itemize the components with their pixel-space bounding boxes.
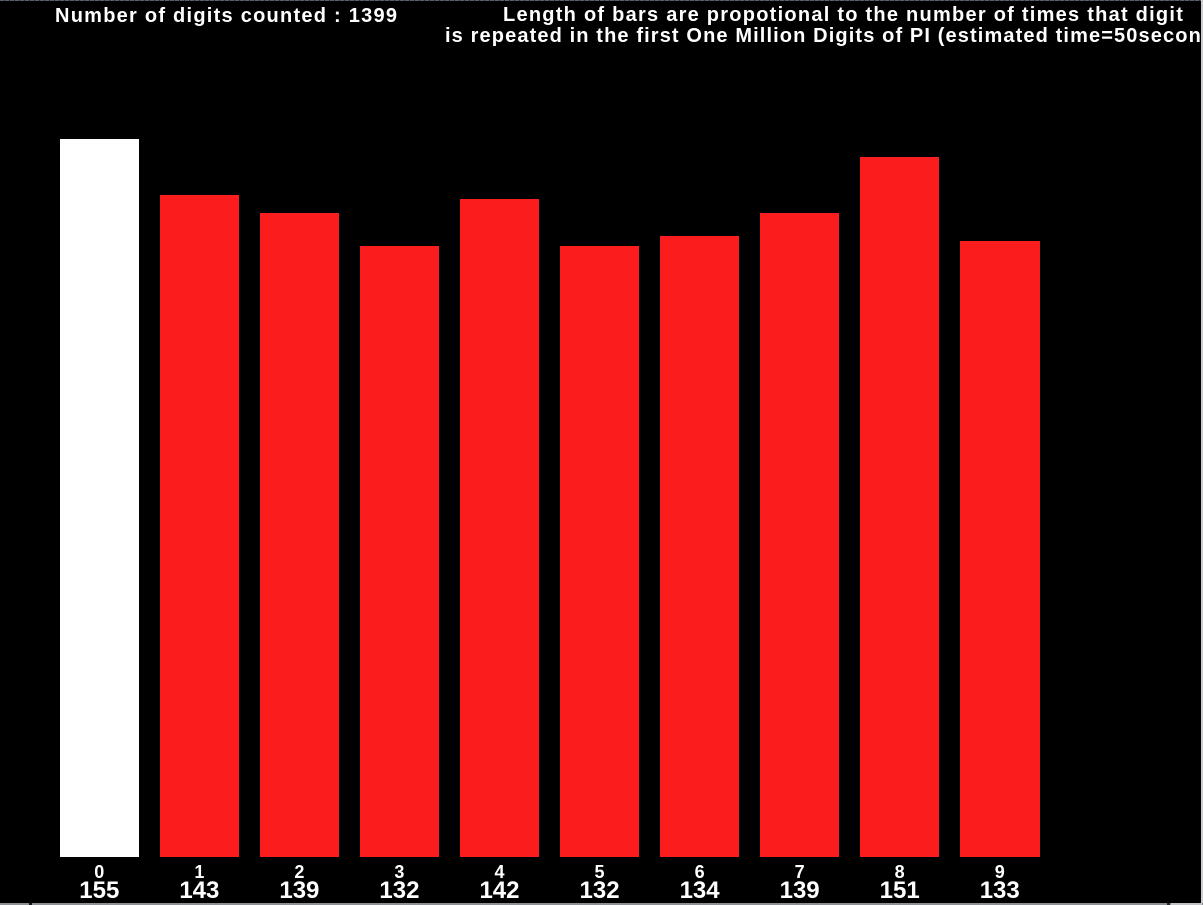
- chart-description-line2: is repeated in the first One Million Dig…: [445, 25, 1202, 47]
- digit-label-2: 2: [294, 861, 305, 882]
- bottom-edge-notch-right: [1167, 903, 1171, 905]
- digit-label-9: 9: [994, 861, 1005, 882]
- digit-label-7: 7: [794, 861, 805, 882]
- count-label-0: 155: [79, 876, 120, 904]
- digit-counter: Number of digits counted : 1399: [55, 6, 398, 26]
- window-bottom-edge: [0, 903, 1203, 905]
- bar-digit-0: [59, 138, 140, 858]
- window-right-edge: [1201, 0, 1203, 905]
- bar-digit-2: [259, 213, 340, 858]
- bar-digit-8: [859, 157, 940, 858]
- digit-label-1: 1: [194, 861, 205, 882]
- count-label-9: 133: [979, 876, 1020, 904]
- bar-digit-5: [559, 245, 640, 858]
- bottom-edge-notch-left: [28, 903, 33, 905]
- digit-label-3: 3: [394, 861, 405, 882]
- count-label-5: 132: [579, 876, 620, 904]
- digit-label-5: 5: [594, 861, 605, 882]
- digit-label-0: 0: [94, 861, 105, 882]
- bottom-edge-right-segment: [1170, 903, 1202, 905]
- bar-digit-3: [359, 245, 440, 858]
- count-label-4: 142: [479, 876, 520, 904]
- bar-digit-7: [759, 213, 840, 858]
- count-label-6: 134: [679, 876, 720, 904]
- digit-counter-label: Number of digits counted :: [55, 4, 342, 27]
- count-label-8: 151: [879, 876, 920, 904]
- count-label-3: 132: [379, 876, 420, 904]
- digit-label-8: 8: [894, 861, 905, 882]
- bar-digit-1: [159, 194, 240, 858]
- digit-counter-value: 1399: [348, 4, 399, 27]
- window-top-edge: [0, 0, 1203, 1]
- count-label-1: 143: [179, 876, 220, 904]
- count-label-2: 139: [279, 876, 320, 904]
- digit-label-6: 6: [694, 861, 705, 882]
- bar-digit-6: [659, 236, 740, 858]
- count-label-7: 139: [779, 876, 820, 904]
- digit-label-4: 4: [494, 861, 505, 882]
- bar-digit-9: [959, 240, 1040, 858]
- chart-description-line1: Length of bars are propotional to the nu…: [503, 3, 1185, 26]
- bar-digit-4: [459, 199, 540, 858]
